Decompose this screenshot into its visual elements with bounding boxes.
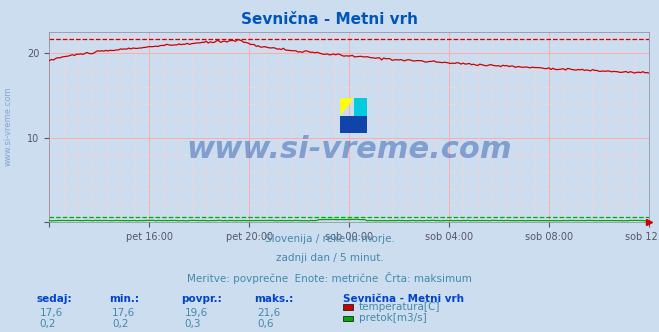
Text: 0,6: 0,6 <box>257 319 273 329</box>
Text: povpr.:: povpr.: <box>181 294 222 304</box>
Text: zadnji dan / 5 minut.: zadnji dan / 5 minut. <box>275 253 384 263</box>
Text: 19,6: 19,6 <box>185 308 208 318</box>
Text: Sevnična - Metni vrh: Sevnična - Metni vrh <box>343 294 464 304</box>
Text: 17,6: 17,6 <box>40 308 63 318</box>
Text: 17,6: 17,6 <box>112 308 135 318</box>
Polygon shape <box>340 98 354 116</box>
Text: www.si-vreme.com: www.si-vreme.com <box>186 135 512 164</box>
Text: Meritve: povprečne  Enote: metrične  Črta: maksimum: Meritve: povprečne Enote: metrične Črta:… <box>187 272 472 284</box>
Text: temperatura[C]: temperatura[C] <box>359 302 441 312</box>
Text: sedaj:: sedaj: <box>36 294 72 304</box>
Text: maks.:: maks.: <box>254 294 293 304</box>
Text: pretok[m3/s]: pretok[m3/s] <box>359 313 427 323</box>
Text: 0,3: 0,3 <box>185 319 201 329</box>
Text: 0,2: 0,2 <box>40 319 56 329</box>
Polygon shape <box>354 98 367 116</box>
Polygon shape <box>340 116 367 133</box>
Text: 21,6: 21,6 <box>257 308 280 318</box>
Text: www.si-vreme.com: www.si-vreme.com <box>3 86 13 166</box>
Text: Slovenija / reke in morje.: Slovenija / reke in morje. <box>264 234 395 244</box>
Text: 0,2: 0,2 <box>112 319 129 329</box>
Text: min.:: min.: <box>109 294 139 304</box>
Text: Sevnična - Metni vrh: Sevnična - Metni vrh <box>241 12 418 27</box>
